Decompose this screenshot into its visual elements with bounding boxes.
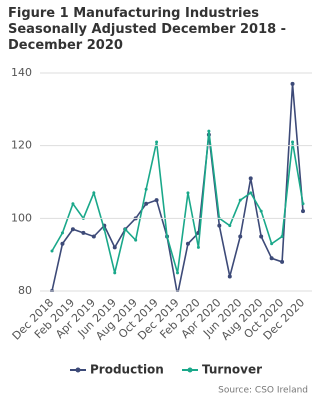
point [154, 198, 159, 203]
point [301, 209, 305, 214]
point [81, 230, 86, 235]
point [112, 245, 117, 250]
point [176, 293, 180, 297]
point [92, 191, 96, 195]
legend-marker [187, 367, 193, 373]
point [91, 234, 96, 239]
point [248, 176, 253, 181]
chart-title: Figure 1 Manufacturing Industries Season… [8, 6, 287, 53]
point [238, 234, 243, 239]
point [102, 227, 106, 231]
point [196, 245, 200, 249]
series-line [51, 131, 304, 274]
point [60, 241, 65, 246]
legend-label: Production [90, 363, 164, 377]
point [280, 235, 284, 238]
point [123, 227, 127, 231]
point [50, 249, 54, 253]
point [227, 274, 232, 279]
point [155, 140, 159, 144]
point [269, 256, 274, 261]
point [60, 231, 64, 235]
point [186, 191, 190, 195]
y-tick-label: 100 [11, 211, 32, 224]
point [144, 201, 149, 206]
point [291, 140, 295, 144]
point [280, 259, 285, 264]
point [259, 234, 264, 239]
point [301, 202, 305, 206]
series-line [51, 83, 304, 292]
point [165, 235, 169, 238]
legend-label: Turnover [202, 363, 262, 377]
point [249, 191, 253, 195]
point [144, 187, 148, 191]
point [270, 242, 274, 246]
y-tick-label: 120 [11, 139, 32, 152]
point [259, 209, 263, 213]
point [185, 241, 190, 246]
legend-marker [75, 367, 81, 373]
point [228, 224, 232, 228]
point [217, 223, 222, 228]
y-tick-label: 140 [11, 66, 32, 79]
point [207, 129, 211, 133]
point [290, 81, 295, 86]
point [70, 227, 75, 232]
y-tick-label: 80 [18, 284, 32, 297]
point [134, 238, 138, 242]
point [113, 271, 117, 275]
source: Source: CSO Ireland [218, 386, 308, 396]
point [238, 198, 242, 202]
point [176, 271, 179, 275]
point [71, 202, 75, 206]
